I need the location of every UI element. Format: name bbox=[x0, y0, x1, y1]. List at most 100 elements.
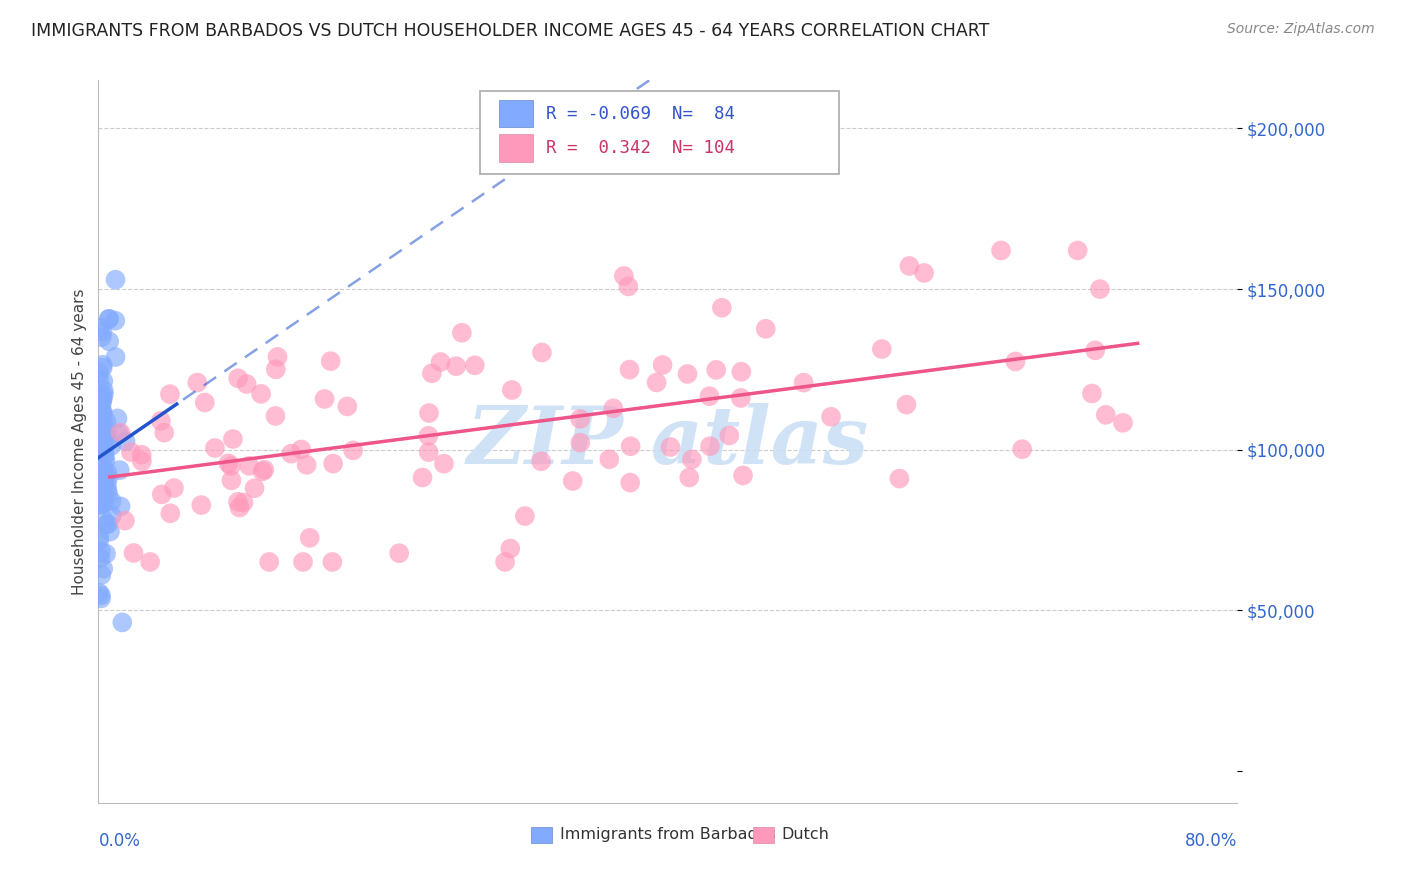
Point bbox=[91, 497, 114, 511]
Point bbox=[1066, 244, 1088, 258]
Point bbox=[190, 498, 212, 512]
Point bbox=[676, 367, 699, 381]
Point bbox=[90, 392, 112, 406]
Point bbox=[100, 439, 122, 453]
Point bbox=[111, 615, 134, 630]
Point bbox=[91, 434, 114, 449]
Point bbox=[89, 551, 111, 566]
Point bbox=[730, 391, 752, 405]
Point bbox=[319, 354, 342, 368]
Point bbox=[89, 389, 111, 403]
Point bbox=[93, 374, 115, 388]
Point bbox=[290, 442, 312, 457]
Text: 0.0%: 0.0% bbox=[98, 831, 141, 850]
Point bbox=[89, 475, 111, 489]
Point bbox=[90, 430, 112, 444]
Point bbox=[250, 387, 273, 401]
Point bbox=[104, 314, 127, 328]
Point bbox=[91, 562, 114, 576]
Point bbox=[619, 475, 641, 490]
Point bbox=[94, 547, 117, 561]
Point bbox=[898, 259, 921, 273]
Point bbox=[114, 514, 136, 528]
Point bbox=[104, 350, 127, 364]
Point bbox=[704, 363, 727, 377]
Point bbox=[264, 409, 287, 423]
Point bbox=[613, 268, 636, 283]
Point bbox=[93, 461, 115, 475]
Point bbox=[97, 311, 120, 326]
Point bbox=[870, 342, 893, 356]
Point bbox=[252, 464, 274, 478]
Point bbox=[100, 494, 122, 508]
Point bbox=[91, 392, 114, 406]
Point bbox=[94, 440, 117, 454]
Point bbox=[1011, 442, 1033, 457]
Point bbox=[89, 530, 111, 544]
Point bbox=[93, 470, 115, 484]
Point bbox=[90, 481, 112, 495]
Point bbox=[204, 441, 226, 455]
Point bbox=[1084, 343, 1107, 358]
Point bbox=[681, 452, 703, 467]
Point bbox=[107, 411, 129, 425]
Point bbox=[96, 425, 118, 440]
Point bbox=[513, 509, 536, 524]
Point bbox=[131, 448, 153, 462]
Point bbox=[298, 531, 321, 545]
Point bbox=[91, 406, 114, 420]
Point bbox=[238, 458, 260, 473]
Point bbox=[90, 591, 112, 606]
Point bbox=[90, 568, 112, 582]
Point bbox=[990, 244, 1012, 258]
Point bbox=[149, 414, 172, 428]
Point bbox=[91, 360, 114, 375]
Point bbox=[889, 472, 911, 486]
Text: IMMIGRANTS FROM BARBADOS VS DUTCH HOUSEHOLDER INCOME AGES 45 - 64 YEARS CORRELAT: IMMIGRANTS FROM BARBADOS VS DUTCH HOUSEH… bbox=[31, 22, 990, 40]
Y-axis label: Householder Income Ages 45 - 64 years: Householder Income Ages 45 - 64 years bbox=[72, 288, 87, 595]
Point bbox=[153, 425, 176, 440]
Point bbox=[122, 546, 145, 560]
Point bbox=[93, 474, 115, 488]
Text: R =  0.342  N= 104: R = 0.342 N= 104 bbox=[546, 139, 735, 157]
Point bbox=[418, 445, 440, 459]
Point bbox=[91, 491, 114, 506]
Point bbox=[730, 365, 752, 379]
Point bbox=[90, 468, 112, 483]
Point bbox=[93, 496, 115, 510]
Point bbox=[120, 445, 142, 459]
Point bbox=[159, 387, 181, 401]
Point bbox=[217, 456, 239, 470]
Point bbox=[89, 498, 111, 512]
Point bbox=[93, 384, 115, 398]
Point bbox=[90, 588, 112, 602]
Point bbox=[163, 481, 186, 495]
Point bbox=[104, 273, 127, 287]
Point bbox=[411, 470, 433, 484]
Text: Dutch: Dutch bbox=[782, 827, 830, 842]
Bar bbox=[754, 827, 773, 843]
Point bbox=[499, 541, 522, 556]
Point bbox=[96, 415, 118, 429]
Point bbox=[314, 392, 336, 406]
Point bbox=[429, 355, 451, 369]
Point bbox=[561, 474, 583, 488]
Point bbox=[617, 279, 640, 293]
Point bbox=[93, 450, 115, 465]
Point bbox=[89, 533, 111, 548]
Point bbox=[494, 555, 516, 569]
Point bbox=[90, 406, 112, 420]
Point bbox=[820, 409, 842, 424]
Point bbox=[91, 358, 114, 372]
Point bbox=[89, 491, 111, 505]
Point bbox=[257, 555, 280, 569]
Point bbox=[232, 495, 254, 509]
Text: ZIP atlas: ZIP atlas bbox=[467, 403, 869, 480]
Point bbox=[97, 471, 120, 485]
Point bbox=[912, 266, 935, 280]
Point bbox=[96, 517, 118, 532]
Point bbox=[602, 401, 624, 416]
FancyBboxPatch shape bbox=[479, 91, 839, 174]
Point bbox=[226, 495, 249, 509]
Point bbox=[1112, 416, 1135, 430]
